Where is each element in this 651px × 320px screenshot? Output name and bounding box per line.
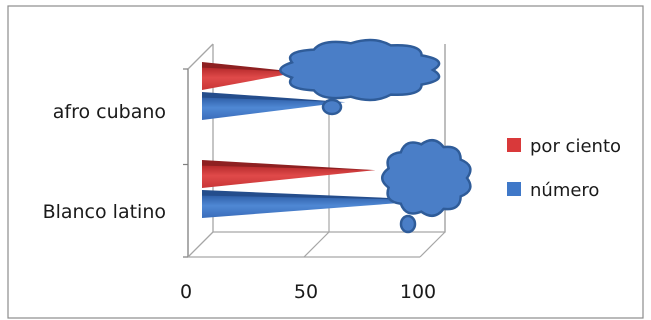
- series-marks: [202, 62, 439, 218]
- gridline: [419, 231, 446, 258]
- x-tick-label: 100: [400, 281, 436, 303]
- gridline: [303, 231, 330, 258]
- category-label: Blanco latino: [43, 201, 166, 223]
- legend-label: número: [530, 180, 599, 201]
- side-wall-edge: [187, 43, 214, 70]
- cone-bar: [202, 165, 376, 188]
- callout-cloud: [380, 139, 472, 217]
- cone-bar: [202, 97, 346, 120]
- category-label: afro cubano: [53, 101, 166, 123]
- cone-bar: [202, 195, 439, 218]
- legend-swatch: [507, 138, 521, 152]
- cone-bar: [202, 67, 299, 90]
- x-tick-label: 50: [294, 281, 318, 303]
- callout-cloud: [279, 38, 441, 102]
- callouts: [279, 38, 472, 234]
- legend: por ciento número: [507, 136, 621, 201]
- legend-swatch: [507, 182, 521, 196]
- callout-bubble: [399, 214, 417, 234]
- floor-edge: [187, 231, 214, 258]
- x-tick-label: 0: [180, 281, 192, 303]
- callout-bubble: [321, 98, 343, 116]
- legend-label: por ciento: [530, 136, 621, 157]
